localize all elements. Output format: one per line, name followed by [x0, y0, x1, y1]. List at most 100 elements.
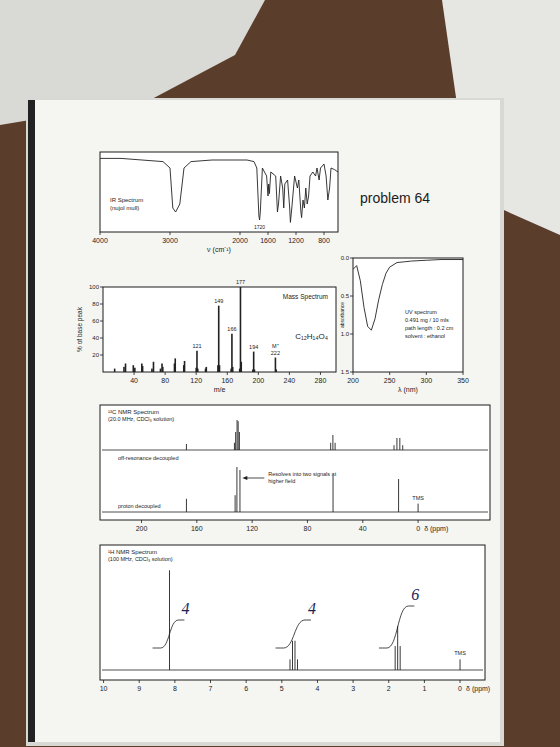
x-tick	[353, 680, 354, 683]
integral	[276, 620, 311, 648]
x-axis-title: δ (ppm)	[424, 525, 448, 533]
x-tick-label: 5	[280, 685, 284, 692]
peak	[184, 361, 186, 372]
y-tick-label: 0.0	[341, 255, 350, 261]
y-tick-label: 20	[92, 352, 99, 358]
peak	[234, 443, 235, 450]
peak	[186, 499, 187, 512]
note: path length : 0.2 cm	[405, 325, 454, 331]
peak	[396, 438, 397, 450]
plot-area	[100, 158, 338, 222]
x-tick	[141, 520, 142, 523]
peak	[400, 646, 401, 670]
peak	[240, 287, 242, 372]
x-tick	[165, 372, 166, 375]
x-tick	[289, 372, 290, 375]
x-tick	[268, 232, 269, 235]
peak	[151, 369, 153, 372]
x-tick-label: 240	[284, 377, 296, 384]
peak	[239, 470, 240, 512]
peak	[232, 367, 234, 372]
x-tick-label: 1600	[260, 237, 276, 244]
y-tick-label: 100	[89, 284, 100, 290]
peak-label: 166	[227, 326, 236, 332]
chart-title: UV spectrum	[405, 309, 437, 315]
y-tick	[100, 338, 103, 339]
paper-shadow	[26, 98, 504, 746]
paper-edge	[28, 100, 35, 742]
x-tick-label: 1200	[288, 237, 304, 244]
peak-label: 222	[271, 350, 280, 356]
x-axis-title: m/e	[214, 386, 226, 393]
peak	[332, 435, 333, 450]
x-tick	[296, 232, 297, 235]
peak	[290, 659, 291, 670]
peak	[218, 306, 220, 372]
y-tick	[350, 258, 353, 259]
y-tick-label: 40	[92, 335, 99, 341]
plot-frame	[100, 152, 338, 232]
page-title: problem 64	[360, 190, 430, 206]
x-tick-label: 80	[304, 525, 312, 532]
y-tick	[350, 334, 353, 335]
chart-title: ¹³C NMR Spectrum	[108, 409, 159, 415]
peak-label: 149	[214, 298, 223, 304]
peak	[253, 352, 255, 372]
plot-area	[114, 287, 277, 372]
x-tick	[353, 372, 354, 375]
x-tick-label: 3000	[162, 237, 178, 244]
x-tick-label: 3	[351, 685, 355, 692]
arrow-head	[242, 476, 247, 480]
handwritten-integral: 6	[411, 586, 419, 603]
x-tick	[418, 520, 419, 523]
peak	[161, 364, 163, 373]
x-tick-label: 2	[387, 685, 391, 692]
x-axis-title: ν (cm⁻¹)	[207, 246, 231, 254]
peak	[460, 659, 461, 670]
y-tick	[350, 296, 353, 297]
series-label: proton decoupled	[118, 503, 161, 509]
handwritten-integral: 4	[181, 600, 189, 617]
x-tick-label: 8	[173, 685, 177, 692]
y-tick	[100, 287, 103, 288]
peak	[186, 444, 187, 450]
x-tick-label: 80	[161, 377, 169, 384]
x-tick	[210, 680, 211, 683]
x-tick	[317, 680, 318, 683]
peak	[196, 351, 198, 372]
peak	[402, 445, 403, 450]
peak	[134, 368, 136, 372]
chart-title: ¹H NMR Spectrum	[108, 549, 157, 555]
peak	[162, 367, 164, 372]
formula: C₁₂H₁₄O₄	[295, 332, 328, 341]
y-tick-label: 60	[92, 318, 99, 324]
x-tick-label: 9	[137, 685, 141, 692]
plot-frame	[353, 258, 463, 372]
peak	[397, 626, 398, 670]
x-axis-title: δ (ppm)	[466, 685, 490, 693]
chart-subtitle: (20.0 MHz, CDCl₃ solution)	[108, 416, 174, 422]
x-tick-label: 40	[130, 377, 138, 384]
x-tick-label: 6	[244, 685, 248, 692]
x-tick	[320, 372, 321, 375]
peak	[330, 443, 331, 450]
plot-frame	[103, 287, 336, 372]
peak	[398, 479, 399, 512]
x-tick	[174, 680, 175, 683]
x-tick-label: 250	[384, 377, 396, 384]
peak-label: 121	[192, 343, 201, 349]
peak	[292, 641, 293, 670]
x-tick-label: 800	[318, 237, 330, 244]
x-tick-label: 280	[315, 377, 327, 384]
chart-subtitle: (nujol mull)	[110, 205, 139, 211]
baseline	[102, 450, 488, 451]
x-tick-label: 2000	[232, 237, 248, 244]
x-tick	[362, 520, 363, 523]
peak	[205, 367, 207, 372]
x-tick	[258, 372, 259, 375]
baseline	[102, 512, 488, 513]
plot-frame	[100, 545, 485, 680]
chart-title: IR Spectrum	[110, 197, 143, 203]
peak	[399, 438, 400, 450]
plot-area	[353, 260, 463, 331]
